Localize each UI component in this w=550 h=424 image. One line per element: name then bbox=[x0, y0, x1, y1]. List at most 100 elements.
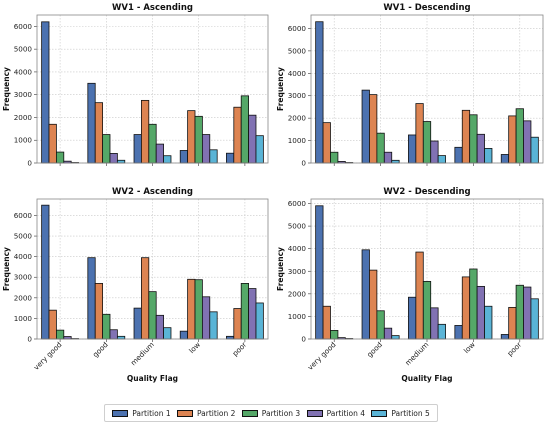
y-tick-label: 2000 bbox=[288, 289, 307, 298]
bar-partition-2-very-good bbox=[322, 305, 331, 340]
bar-partition-3-medium bbox=[422, 281, 432, 340]
bar-partition-2-poor bbox=[508, 306, 517, 340]
bar-partition-2-medium bbox=[141, 99, 150, 164]
bar-partition-4-poor bbox=[248, 288, 257, 340]
x-tick-label: very good bbox=[306, 340, 338, 372]
y-tick-label: 6000 bbox=[288, 24, 307, 33]
bar-partition-3-low bbox=[194, 115, 203, 164]
legend-label-4: Partition 4 bbox=[326, 408, 365, 418]
bar-partition-4-low bbox=[476, 133, 485, 164]
x-tick-label: good bbox=[365, 340, 384, 359]
bar-partition-1-poor bbox=[226, 335, 235, 340]
bar-partition-5-good bbox=[116, 159, 126, 164]
y-tick-label: 0 bbox=[27, 335, 32, 344]
y-tick-label: 6000 bbox=[14, 211, 33, 220]
legend-label-5: Partition 5 bbox=[391, 408, 430, 418]
bar-partition-5-low bbox=[209, 311, 218, 340]
legend-swatch-3 bbox=[241, 409, 258, 417]
bar-partition-5-poor bbox=[530, 136, 539, 164]
y-tick-label: 0 bbox=[27, 159, 32, 168]
bar-partition-3-good bbox=[102, 134, 111, 164]
y-tick-label: 2000 bbox=[288, 114, 307, 123]
x-tick-label: poor bbox=[505, 340, 523, 358]
bar-partition-5-good bbox=[391, 159, 400, 164]
x-axis-label: Quality Flag bbox=[127, 374, 178, 383]
bar-partition-1-very-good bbox=[41, 204, 50, 340]
legend-swatch-4 bbox=[306, 409, 323, 417]
bar-partition-2-good bbox=[369, 94, 378, 164]
bar-partition-5-poor bbox=[530, 298, 539, 340]
bar-partition-2-poor bbox=[233, 106, 242, 164]
plot-frame bbox=[310, 198, 544, 340]
legend-label-2: Partition 2 bbox=[196, 408, 236, 418]
bar-partition-3-good bbox=[376, 132, 385, 164]
legend-swatch-2 bbox=[176, 409, 193, 417]
bar-partition-3-poor bbox=[515, 284, 524, 340]
bar-partition-4-low bbox=[201, 296, 211, 340]
x-tick-label: poor bbox=[230, 340, 248, 358]
legend-item-5: Partition 5 bbox=[371, 408, 430, 418]
bar-partition-5-low bbox=[209, 149, 218, 164]
bar-partition-2-low bbox=[187, 110, 196, 164]
y-tick-label: 0 bbox=[301, 335, 306, 344]
chart-panel-2: 0 1000 2000 3000 4000 5000 6000 WV1 - Descendin… bbox=[276, 3, 544, 168]
y-tick-label: 0 bbox=[301, 159, 306, 168]
bar-partition-4-good bbox=[383, 327, 393, 340]
legend-item-2: Partition 2 bbox=[176, 408, 236, 418]
bar-partition-5-low bbox=[484, 305, 493, 340]
y-tick-label: 3000 bbox=[14, 90, 33, 99]
y-tick-label: 4000 bbox=[288, 69, 307, 78]
y-tick-label: 4000 bbox=[288, 244, 307, 253]
bar-partition-4-medium bbox=[155, 314, 164, 340]
bar-partition-2-low bbox=[187, 278, 196, 340]
y-tick-label: 3000 bbox=[288, 91, 307, 100]
y-axis-label: Frequency bbox=[276, 67, 285, 111]
bar-partition-4-good bbox=[109, 329, 118, 340]
chart-panel-4: 0 1000 2000 3000 4000 5000 6000 very good good me… bbox=[276, 187, 544, 372]
bar-partition-2-poor bbox=[233, 308, 242, 340]
chart-panel-1: 0 1000 2000 3000 4000 5000 6000 WV1 - Ascending… bbox=[2, 3, 269, 168]
bar-partition-1-low bbox=[454, 146, 463, 164]
legend-label-3: Partition 3 bbox=[261, 408, 301, 418]
chart-title: WV1 - Ascending bbox=[112, 3, 193, 13]
bar-partition-4-medium bbox=[155, 143, 164, 164]
bar-partition-3-good bbox=[102, 313, 111, 340]
bar-partition-2-very-good bbox=[48, 309, 57, 340]
legend-item-3: Partition 3 bbox=[241, 408, 301, 418]
y-tick-label: 3000 bbox=[14, 273, 33, 282]
x-tick-label: medium bbox=[129, 340, 156, 367]
bar-partition-1-low bbox=[454, 325, 463, 340]
bar-partition-2-medium bbox=[415, 103, 424, 164]
bar-partition-1-very-good bbox=[41, 21, 50, 164]
bar-partition-5-good bbox=[391, 335, 400, 340]
bar-partition-1-low bbox=[179, 150, 189, 164]
bar-partition-3-very-good bbox=[330, 330, 339, 340]
y-tick-label: 5000 bbox=[288, 46, 307, 55]
bar-partition-1-very-good bbox=[315, 21, 324, 164]
x-tick-label: good bbox=[91, 340, 110, 359]
bar-partition-2-low bbox=[461, 276, 471, 340]
y-tick-label: 4000 bbox=[14, 67, 33, 76]
plot-frame bbox=[36, 14, 269, 164]
x-tick-label: very good bbox=[32, 340, 64, 372]
bar-partition-3-low bbox=[469, 268, 478, 340]
bar-partition-1-medium bbox=[133, 134, 142, 164]
bar-partition-5-poor bbox=[255, 135, 264, 164]
bar-partition-3-good bbox=[376, 310, 385, 340]
bar-partition-5-low bbox=[484, 148, 493, 164]
chart-title: WV2 - Descending bbox=[383, 187, 470, 197]
legend-item-1: Partition 1 bbox=[112, 409, 171, 418]
bar-partition-4-poor bbox=[523, 286, 532, 340]
bar-partition-1-good bbox=[361, 89, 370, 164]
bar-partition-1-good bbox=[87, 257, 96, 340]
legend: Partition 1 Partition 2 Partition 3 Part… bbox=[104, 404, 438, 422]
bar-partition-1-medium bbox=[133, 307, 142, 340]
bar-partition-3-medium bbox=[422, 121, 432, 164]
bar-partition-4-poor bbox=[248, 114, 257, 164]
legend-item-4: Partition 4 bbox=[306, 408, 365, 418]
bar-partition-2-good bbox=[369, 269, 378, 340]
bar-partition-2-medium bbox=[141, 257, 150, 340]
bar-partition-3-very-good bbox=[330, 151, 339, 164]
y-tick-label: 4000 bbox=[14, 252, 33, 261]
bar-partition-4-good bbox=[109, 153, 118, 164]
